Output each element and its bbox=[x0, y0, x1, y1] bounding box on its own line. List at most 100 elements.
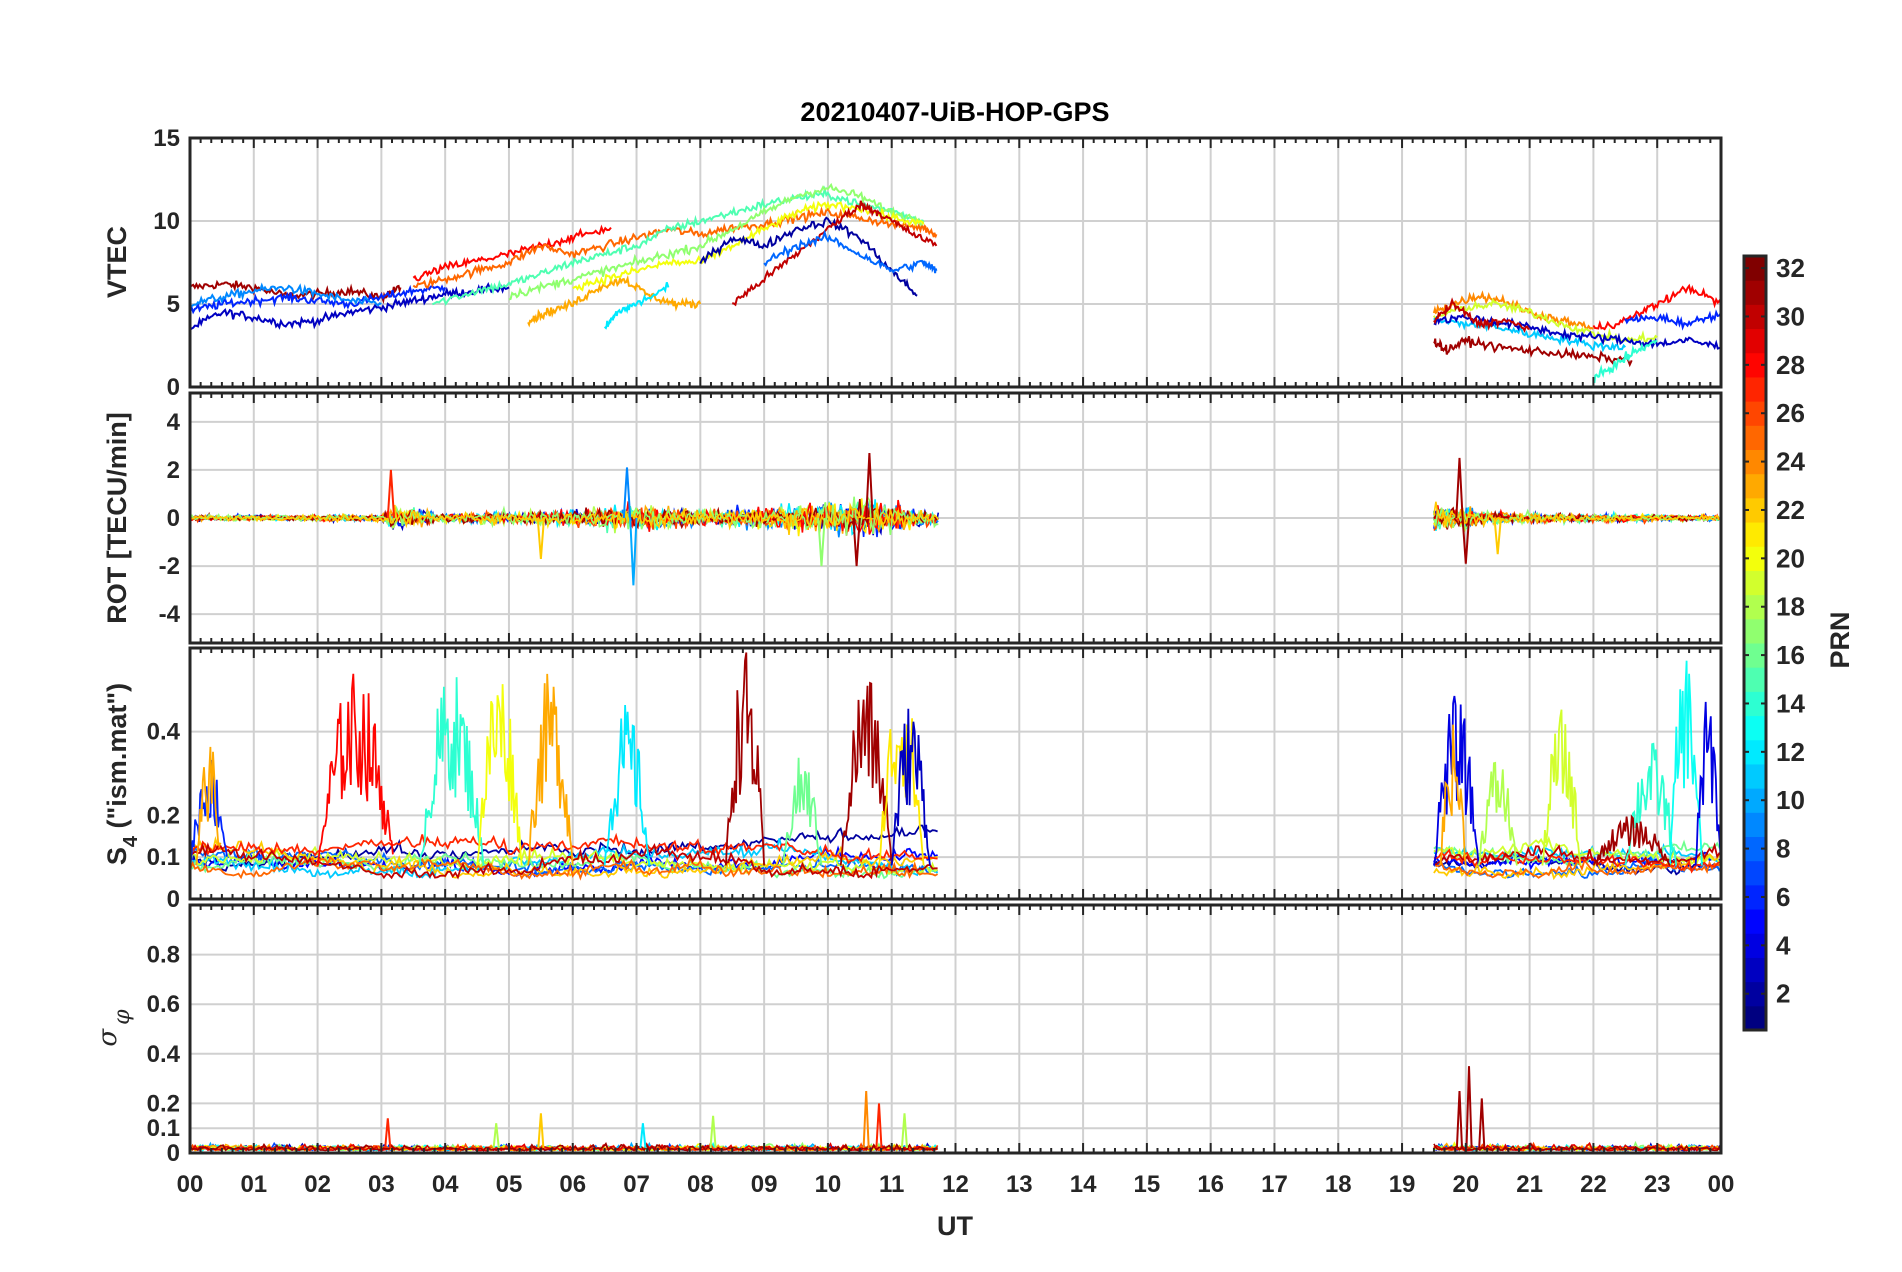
series-line bbox=[190, 282, 382, 309]
colorbar-swatch bbox=[1744, 836, 1766, 862]
y-tick-label: 0.8 bbox=[147, 942, 180, 969]
series-line bbox=[1433, 695, 1480, 866]
chart-title: 20210407-UiB-HOP-GPS bbox=[800, 97, 1109, 127]
colorbar-swatch bbox=[1744, 594, 1766, 620]
series-line bbox=[537, 1113, 545, 1149]
colorbar-swatch bbox=[1744, 522, 1766, 547]
y-tick-label: 0 bbox=[167, 505, 180, 532]
x-tick-label: 01 bbox=[240, 1171, 267, 1198]
x-tick-label: 08 bbox=[687, 1171, 714, 1198]
y-tick-label: 5 bbox=[167, 291, 180, 318]
series-line bbox=[1592, 814, 1671, 866]
series-line bbox=[1455, 1090, 1463, 1149]
y-tick-label: 4 bbox=[167, 409, 181, 436]
y-tick-label: 0.4 bbox=[147, 1041, 181, 1068]
x-tick-label: 06 bbox=[559, 1171, 586, 1198]
x-tick-label: 23 bbox=[1644, 1171, 1671, 1198]
y-axis-label-sigma-phi: σφ bbox=[93, 1009, 135, 1047]
series-line bbox=[1433, 1141, 1721, 1152]
series-line bbox=[190, 824, 938, 872]
x-tick-label: 00 bbox=[1708, 1171, 1735, 1198]
colorbar-tick-label: 18 bbox=[1776, 592, 1805, 622]
colorbar-swatch bbox=[1744, 643, 1766, 668]
colorbar-swatch bbox=[1744, 1005, 1766, 1031]
series-line bbox=[190, 838, 939, 880]
colorbar-swatch bbox=[1744, 352, 1766, 378]
series-line bbox=[1493, 517, 1502, 555]
x-tick-label: 07 bbox=[623, 1171, 650, 1198]
colorbar-swatch bbox=[1744, 909, 1766, 934]
series-line bbox=[190, 502, 939, 535]
series-line bbox=[852, 517, 861, 567]
series-line bbox=[190, 841, 938, 880]
series-line bbox=[384, 1118, 392, 1149]
x-tick-label: 03 bbox=[368, 1171, 395, 1198]
series-line bbox=[1433, 842, 1721, 867]
series-line bbox=[1432, 290, 1594, 331]
series-line bbox=[875, 1103, 883, 1149]
y-axis-label: VTEC bbox=[102, 226, 132, 298]
x-tick-label: 09 bbox=[751, 1171, 778, 1198]
series-line bbox=[622, 467, 632, 519]
colorbar-tick-label: 8 bbox=[1776, 834, 1790, 864]
colorbar-swatch bbox=[1744, 304, 1766, 330]
series-line bbox=[763, 229, 938, 274]
colorbar-swatch bbox=[1744, 256, 1766, 281]
x-tick-label: 17 bbox=[1261, 1171, 1288, 1198]
axes-box bbox=[188, 136, 1723, 389]
x-tick-label: 22 bbox=[1580, 1171, 1607, 1198]
series-line bbox=[709, 1115, 717, 1149]
series-line bbox=[629, 517, 638, 586]
x-tick-label: 12 bbox=[942, 1171, 969, 1198]
colorbar-tick-label: 12 bbox=[1776, 737, 1805, 767]
series-line bbox=[725, 652, 765, 866]
series-line bbox=[316, 673, 394, 866]
x-tick-label: 04 bbox=[432, 1171, 459, 1198]
y-tick-label: 0 bbox=[167, 886, 180, 913]
series-line bbox=[190, 832, 938, 865]
series-line bbox=[1465, 1066, 1473, 1149]
colorbar-tick-label: 32 bbox=[1776, 253, 1805, 283]
colorbar-swatch bbox=[1744, 618, 1766, 644]
colorbar-swatch bbox=[1744, 691, 1766, 717]
series-line bbox=[527, 673, 574, 866]
series-line bbox=[817, 517, 826, 567]
x-tick-label: 21 bbox=[1516, 1171, 1543, 1198]
colorbar-frame bbox=[1742, 254, 1768, 1032]
y-tick-label: 15 bbox=[153, 125, 180, 152]
series-line bbox=[190, 1142, 938, 1152]
series-line bbox=[195, 746, 222, 866]
y-tick-label: 0.4 bbox=[147, 719, 181, 746]
colorbar-swatch bbox=[1744, 280, 1766, 305]
series-line bbox=[1694, 701, 1721, 866]
y-tick-label: 0.6 bbox=[147, 991, 180, 1018]
series-line bbox=[1461, 517, 1470, 564]
series-line bbox=[1624, 309, 1721, 331]
y-tick-label: 0.2 bbox=[147, 802, 180, 829]
series-line bbox=[190, 835, 938, 879]
panel-3: 0 0.1 0.2 0.4 bbox=[147, 646, 1723, 913]
series-line bbox=[1433, 506, 1720, 530]
series-line bbox=[492, 1123, 500, 1149]
series-line bbox=[1433, 297, 1530, 333]
y-tick-label: -4 bbox=[159, 601, 181, 628]
colorbar-tick-label: 2 bbox=[1776, 979, 1790, 1009]
panel-4: 00.10.2 0.4 0.6 0.8 bbox=[147, 903, 1723, 1167]
colorbar-swatch bbox=[1744, 788, 1766, 813]
x-tick-label: 13 bbox=[1006, 1171, 1033, 1198]
colorbar-swatch bbox=[1744, 981, 1766, 1007]
series-line bbox=[862, 1090, 870, 1149]
series-line bbox=[1433, 848, 1721, 874]
series-line bbox=[190, 284, 447, 315]
x-tick-label: 19 bbox=[1389, 1171, 1416, 1198]
series-line bbox=[1433, 298, 1658, 346]
x-tick-label: 02 bbox=[304, 1171, 331, 1198]
series-line bbox=[603, 704, 651, 866]
x-tick-label: 11 bbox=[879, 1171, 904, 1198]
series-line bbox=[890, 708, 931, 866]
series-line bbox=[782, 757, 823, 866]
colorbar-swatch bbox=[1744, 884, 1766, 910]
series-line bbox=[878, 718, 925, 866]
series-line bbox=[412, 224, 612, 282]
